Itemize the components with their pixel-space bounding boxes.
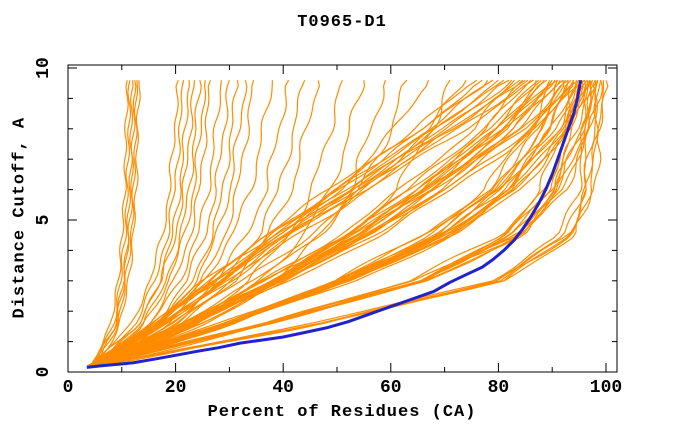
x-tick-label-60: 60 — [379, 378, 402, 398]
model-curve — [97, 79, 290, 367]
chart-title: T0965-D1 — [297, 13, 387, 32]
model-curve — [91, 79, 408, 367]
model-curve — [101, 79, 558, 367]
model-curve — [93, 79, 526, 367]
x-tick-label-80: 80 — [487, 378, 510, 398]
model-curve — [89, 80, 248, 367]
model-curve — [89, 79, 478, 367]
model-curve — [97, 79, 430, 367]
model-curve — [95, 79, 515, 367]
model-curve — [101, 80, 587, 367]
model-curve — [92, 79, 567, 367]
x-axis-label: Percent of Residues (CA) — [207, 403, 477, 422]
x-tick-label-0: 0 — [62, 378, 74, 398]
y-axis-label: Distance Cutoff, A — [10, 116, 30, 319]
model-curve — [90, 80, 129, 367]
model-curve — [95, 79, 591, 367]
y-tick-label-0: 0 — [34, 366, 54, 378]
y-tick-label-5: 5 — [34, 214, 54, 226]
model-curve — [93, 80, 320, 367]
model-curve — [94, 79, 553, 367]
model-curve — [92, 79, 521, 367]
model-curve — [94, 80, 386, 367]
model-curve — [99, 79, 599, 367]
model-curve — [90, 79, 179, 367]
model-curve — [94, 80, 255, 367]
model-curve — [94, 80, 202, 367]
model-curve — [90, 79, 575, 367]
model-curve — [90, 80, 222, 367]
model-curve — [95, 79, 580, 367]
model-curve — [92, 80, 592, 367]
best-model-curve — [86, 79, 583, 369]
model-curve — [88, 79, 532, 367]
x-tick-label-20: 20 — [164, 378, 187, 398]
model-curve — [93, 80, 230, 367]
model-curve — [98, 79, 540, 367]
model-curve — [95, 80, 141, 367]
plot-border — [67, 64, 618, 373]
model-curve — [89, 80, 195, 367]
x-tick-label-100: 100 — [589, 378, 623, 398]
y-tick-label-10: 10 — [34, 57, 54, 79]
model-curve — [90, 79, 559, 367]
model-curve — [91, 80, 207, 367]
model-curve — [91, 80, 273, 367]
model-curve — [100, 79, 534, 367]
x-tick-label-40: 40 — [272, 378, 294, 398]
model-curve — [93, 79, 467, 367]
model-curve — [91, 80, 137, 367]
model-curve — [101, 80, 597, 367]
model-curve — [93, 80, 185, 367]
model-curve — [92, 80, 132, 367]
model-curve — [90, 79, 451, 367]
